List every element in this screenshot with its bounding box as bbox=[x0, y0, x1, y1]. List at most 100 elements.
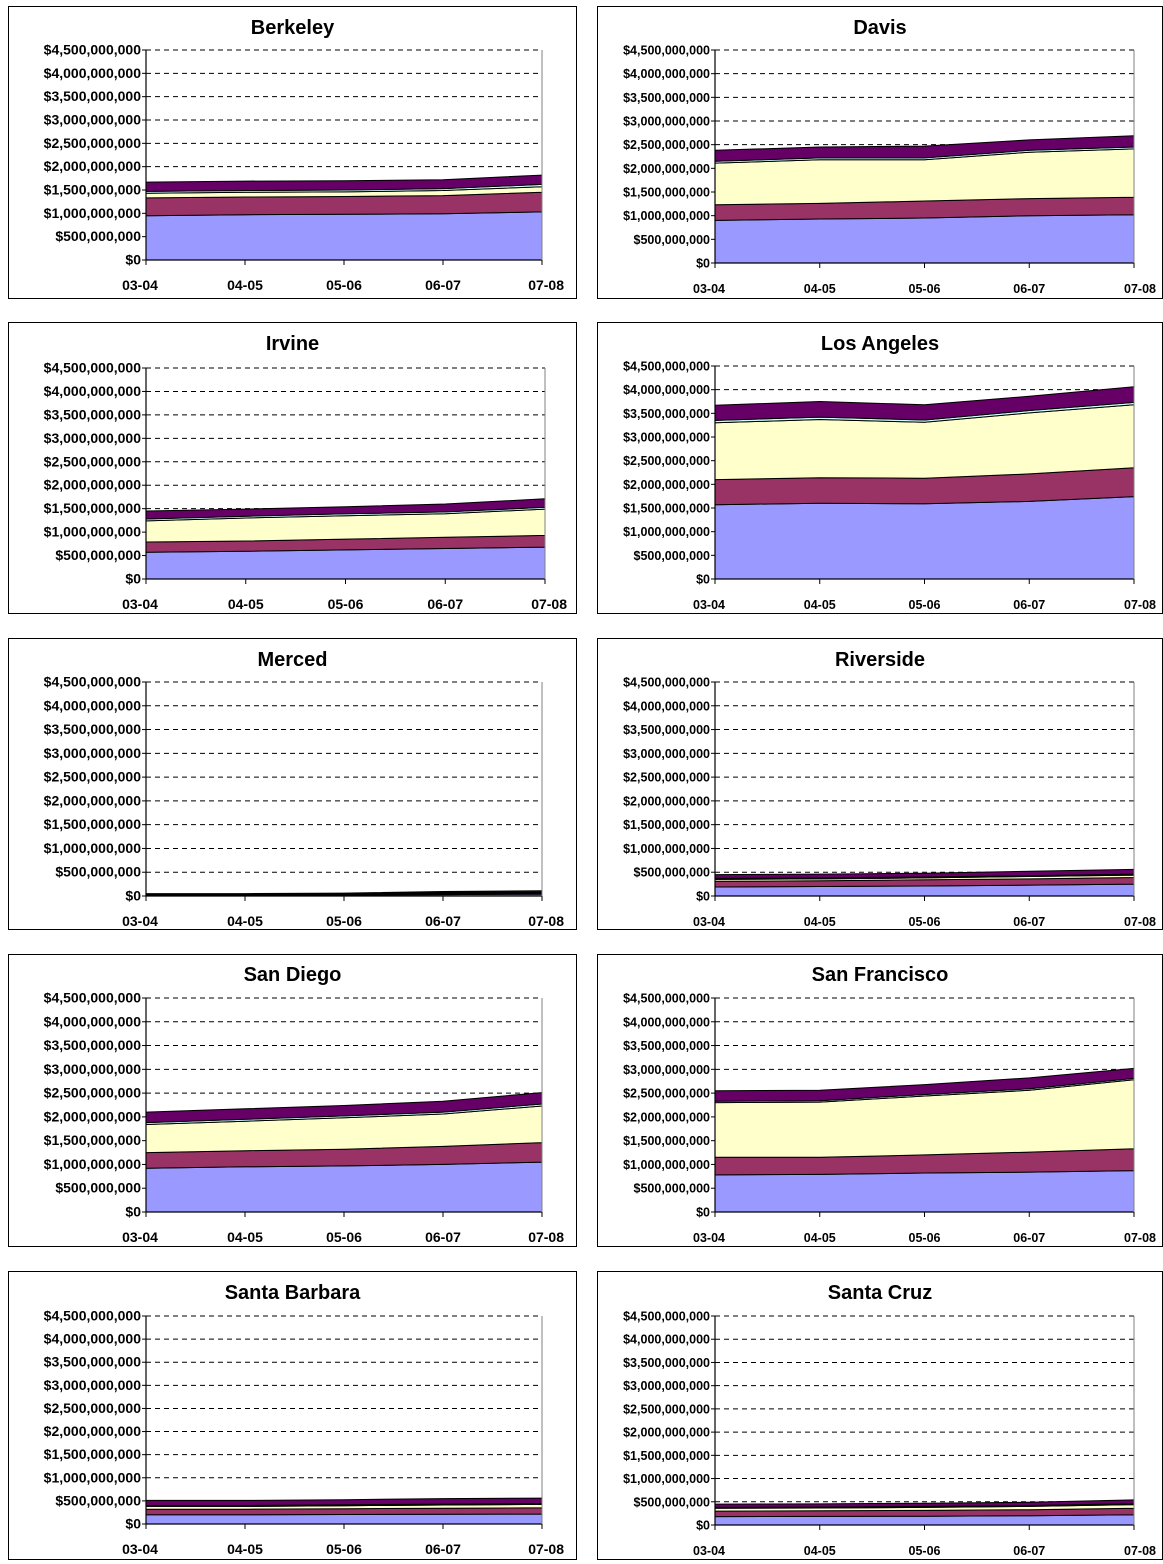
y-tick-label: $0 bbox=[125, 571, 141, 587]
x-tick-label: 07-08 bbox=[1124, 598, 1156, 612]
chart-title: San Diego bbox=[244, 964, 342, 986]
x-tick-label: 06-07 bbox=[1013, 1544, 1045, 1558]
chart-title: Merced bbox=[257, 649, 327, 671]
y-tick-label: $4,500,000,000 bbox=[44, 1308, 142, 1324]
y-tick-label: $4,500,000,000 bbox=[623, 676, 710, 690]
y-tick-label: $3,000,000,000 bbox=[623, 431, 710, 445]
x-tick-label: 07-08 bbox=[528, 1541, 564, 1557]
y-tick-label: $0 bbox=[696, 890, 710, 904]
y-tick-label: $1,000,000,000 bbox=[44, 205, 142, 221]
y-tick-label: $3,000,000,000 bbox=[44, 745, 142, 761]
x-tick-label: 05-06 bbox=[326, 277, 362, 293]
y-tick-label: $500,000,000 bbox=[55, 1180, 141, 1196]
y-tick-label: $2,000,000,000 bbox=[623, 162, 710, 176]
x-tick-label: 06-07 bbox=[1013, 282, 1045, 296]
x-tick-label: 04-05 bbox=[804, 282, 836, 296]
y-tick-label: $2,500,000,000 bbox=[44, 135, 142, 151]
y-tick-label: $4,000,000,000 bbox=[623, 67, 710, 81]
y-tick-label: $1,000,000,000 bbox=[623, 1158, 710, 1172]
y-tick-label: $500,000,000 bbox=[634, 549, 711, 563]
x-tick-label: 05-06 bbox=[326, 1541, 362, 1557]
x-tick-label: 03-04 bbox=[122, 913, 158, 929]
chart-title: Irvine bbox=[266, 333, 319, 355]
chart-title: Davis bbox=[853, 17, 906, 39]
y-tick-label: $3,500,000,000 bbox=[44, 1354, 142, 1370]
y-tick-label: $2,500,000,000 bbox=[44, 1400, 142, 1416]
x-tick-label: 05-06 bbox=[328, 596, 364, 612]
x-tick-label: 03-04 bbox=[693, 282, 725, 296]
y-tick-label: $3,500,000,000 bbox=[623, 723, 710, 737]
x-tick-label: 06-07 bbox=[427, 596, 463, 612]
x-tick-label: 03-04 bbox=[122, 277, 158, 293]
x-tick-label: 04-05 bbox=[804, 1231, 836, 1245]
x-tick-label: 05-06 bbox=[326, 913, 362, 929]
x-tick-label: 06-07 bbox=[425, 1229, 461, 1245]
y-tick-label: $0 bbox=[696, 1519, 710, 1533]
y-tick-label: $2,500,000,000 bbox=[44, 453, 142, 469]
chart-davis: Davis $0 $500,000,000 $1,000,000,000 $1,500,… bbox=[597, 6, 1163, 299]
y-tick-label: $0 bbox=[125, 252, 141, 268]
x-tick-label: 05-06 bbox=[326, 1229, 362, 1245]
area-series-1 bbox=[145, 1513, 543, 1525]
y-tick-label: $4,500,000,000 bbox=[623, 44, 710, 58]
x-tick-label: 03-04 bbox=[693, 915, 725, 929]
y-tick-label: $4,000,000,000 bbox=[44, 1013, 142, 1029]
chart-santa-barbara: Santa Barbara $0 $500,000,000 $1,000,000,00… bbox=[8, 1271, 577, 1560]
y-tick-label: $2,000,000,000 bbox=[44, 1423, 142, 1439]
y-tick-label: $0 bbox=[696, 573, 710, 587]
y-tick-label: $2,500,000,000 bbox=[623, 1402, 710, 1416]
y-tick-label: $2,000,000,000 bbox=[623, 1110, 710, 1124]
y-tick-label: $3,500,000,000 bbox=[44, 721, 142, 737]
y-tick-label: $0 bbox=[125, 1204, 141, 1220]
x-tick-label: 07-08 bbox=[528, 913, 564, 929]
y-tick-label: $1,500,000,000 bbox=[623, 186, 710, 200]
x-tick-label: 04-05 bbox=[804, 1544, 836, 1558]
y-tick-label: $500,000,000 bbox=[55, 864, 141, 880]
chart-title: Riverside bbox=[835, 649, 925, 671]
y-tick-label: $3,500,000,000 bbox=[623, 407, 710, 421]
y-tick-label: $3,500,000,000 bbox=[44, 406, 142, 422]
y-tick-label: $0 bbox=[696, 1206, 710, 1220]
y-tick-label: $4,500,000,000 bbox=[623, 360, 710, 374]
chart-title: Santa Cruz bbox=[828, 1282, 932, 1304]
y-tick-label: $4,500,000,000 bbox=[44, 42, 142, 58]
x-tick-label: 03-04 bbox=[693, 1544, 725, 1558]
y-tick-label: $1,500,000,000 bbox=[44, 1132, 142, 1148]
chart-title: San Francisco bbox=[812, 964, 949, 986]
x-tick-label: 05-06 bbox=[909, 1231, 941, 1245]
x-tick-label: 05-06 bbox=[909, 282, 941, 296]
x-tick-label: 07-08 bbox=[1124, 915, 1156, 929]
x-tick-label: 06-07 bbox=[1013, 1231, 1045, 1245]
y-tick-label: $4,500,000,000 bbox=[623, 1310, 710, 1324]
y-tick-label: $2,500,000,000 bbox=[623, 138, 710, 152]
chart-title: Santa Barbara bbox=[225, 1282, 361, 1304]
area-series-1 bbox=[145, 211, 543, 261]
y-tick-label: $2,500,000,000 bbox=[623, 454, 710, 468]
x-tick-label: 03-04 bbox=[693, 598, 725, 612]
y-tick-label: $0 bbox=[125, 888, 141, 904]
y-tick-label: $2,500,000,000 bbox=[623, 771, 710, 785]
x-tick-label: 05-06 bbox=[909, 915, 941, 929]
y-tick-label: $2,500,000,000 bbox=[44, 769, 142, 785]
area-series-1 bbox=[714, 1170, 1135, 1213]
chart-title: Los Angeles bbox=[821, 333, 939, 355]
y-tick-label: $2,000,000,000 bbox=[44, 1108, 142, 1124]
y-tick-label: $3,000,000,000 bbox=[623, 1063, 710, 1077]
x-tick-label: 04-05 bbox=[227, 1229, 263, 1245]
y-tick-label: $1,500,000,000 bbox=[623, 818, 710, 832]
y-tick-label: $0 bbox=[696, 257, 710, 271]
chart-frame bbox=[8, 638, 577, 930]
y-tick-label: $2,000,000,000 bbox=[44, 158, 142, 174]
y-tick-label: $3,000,000,000 bbox=[44, 1377, 142, 1393]
y-tick-label: $1,000,000,000 bbox=[44, 1156, 142, 1172]
x-tick-label: 04-05 bbox=[804, 915, 836, 929]
y-tick-label: $500,000,000 bbox=[634, 1182, 711, 1196]
chart-merced: Merced $0 $500,000,000 $1,000,000,000 $1,500… bbox=[8, 638, 577, 930]
x-tick-label: 07-08 bbox=[1124, 1231, 1156, 1245]
x-tick-label: 06-07 bbox=[425, 277, 461, 293]
y-tick-label: $3,000,000,000 bbox=[44, 112, 142, 128]
x-tick-label: 07-08 bbox=[528, 1229, 564, 1245]
y-tick-label: $2,500,000,000 bbox=[44, 1085, 142, 1101]
y-tick-label: $1,500,000,000 bbox=[623, 1134, 710, 1148]
y-tick-label: $2,000,000,000 bbox=[44, 477, 142, 493]
